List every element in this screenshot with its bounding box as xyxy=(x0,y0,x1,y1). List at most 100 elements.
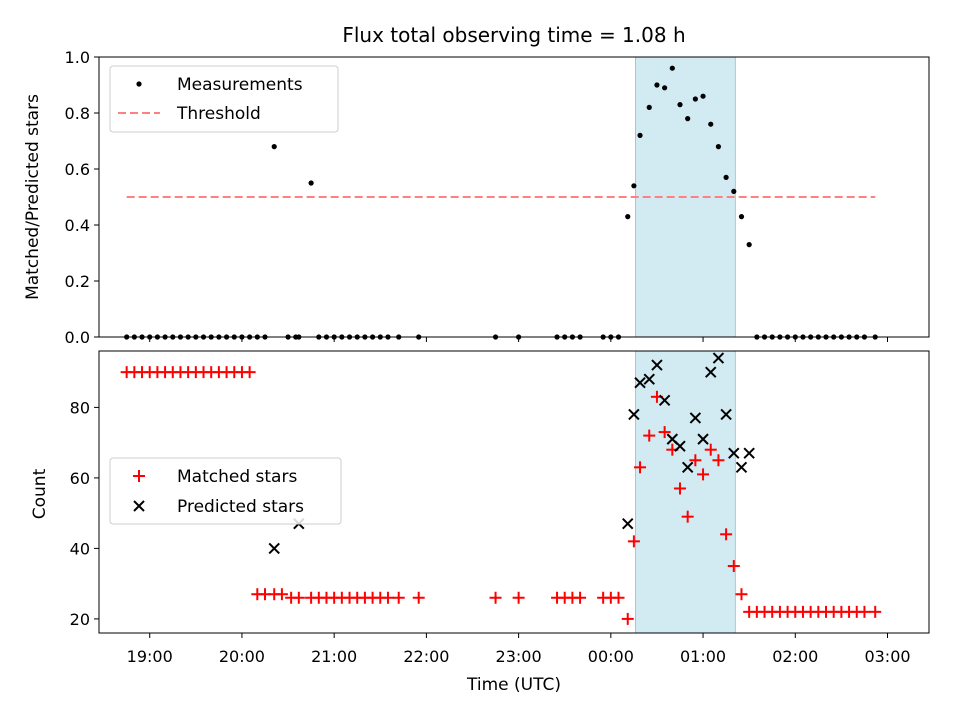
measurement-point xyxy=(700,93,706,99)
predicted-star-point xyxy=(628,408,640,421)
matched-star-point xyxy=(704,443,717,456)
top-panel: 0.0 0.2 0.4 0.6 0.8 1.0 Matched/Predicted sta… xyxy=(23,48,930,347)
matched-star-point xyxy=(697,468,710,481)
legend-measurements-marker xyxy=(136,81,142,87)
matched-star-point xyxy=(612,591,625,604)
predicted-star-point xyxy=(712,352,725,364)
matched-star-point xyxy=(727,560,740,573)
matched-star-point xyxy=(634,461,647,474)
top-y-tick-label: 0.6 xyxy=(65,160,90,179)
measurement-point xyxy=(637,132,643,138)
top-y-tick-label: 0.4 xyxy=(65,216,90,235)
matched-star-point xyxy=(381,591,394,604)
matched-star-point xyxy=(720,528,733,541)
matched-star-point xyxy=(512,591,525,604)
matched-star-point xyxy=(292,591,305,604)
top-y-axis-label: Matched/Predicted stars xyxy=(23,94,43,300)
bottom-panel: 20 40 60 80 19:00 20:00 21:00 22:00 23:00 00:00 0… xyxy=(30,350,930,695)
legend-predicted-marker xyxy=(133,500,145,512)
bottom-y-tick-label: 80 xyxy=(70,398,90,417)
measurement-point xyxy=(708,121,714,127)
measurement-point xyxy=(631,183,637,189)
top-y-tick-label: 0.2 xyxy=(65,272,90,291)
x-tick-label: 01:00 xyxy=(680,647,726,666)
matched-star-point xyxy=(621,612,634,625)
matched-star-point xyxy=(627,535,640,548)
matched-star-point xyxy=(243,366,256,379)
matched-star-point xyxy=(392,591,405,604)
matched-star-point xyxy=(869,605,882,618)
predicted-star-point xyxy=(697,433,709,445)
legend-matched-label: Matched stars xyxy=(177,467,297,487)
matched-star-point xyxy=(489,591,502,604)
bottom-y-axis-label: Count xyxy=(30,468,50,519)
x-tick-label: 22:00 xyxy=(403,647,449,666)
predicted-star-point xyxy=(634,377,646,389)
top-y-tick-label: 1.0 xyxy=(65,48,90,67)
predicted-star-point xyxy=(681,461,694,474)
matched-star-point xyxy=(735,588,748,601)
top-y-tick-label: 0.0 xyxy=(65,328,90,347)
measurement-point xyxy=(662,85,668,91)
predicted-star-point xyxy=(658,394,671,407)
legend-threshold-label: Threshold xyxy=(176,104,261,124)
measurement-point xyxy=(746,242,752,248)
predicted-star-point xyxy=(720,408,732,421)
bottom-plot-frame xyxy=(98,350,930,634)
top-plot-frame xyxy=(98,56,930,338)
legend-matched-marker xyxy=(133,470,145,482)
predicted-star-point xyxy=(622,518,634,530)
x-tick-label: 19:00 xyxy=(127,647,173,666)
legend-measurements-label: Measurements xyxy=(177,75,303,95)
measurement-point xyxy=(677,102,683,108)
predicted-star-point xyxy=(268,542,280,555)
measurement-point xyxy=(625,214,631,220)
matched-star-point xyxy=(689,454,702,467)
top-y-tick-label: 0.8 xyxy=(65,104,90,123)
x-tick-label: 02:00 xyxy=(772,647,818,666)
x-tick-label: 03:00 xyxy=(864,647,910,666)
measurement-point xyxy=(308,180,314,186)
bottom-legend: Matched stars Predicted stars xyxy=(109,457,342,525)
measurement-point xyxy=(715,144,722,150)
x-axis-label: Time (UTC) xyxy=(466,675,561,695)
matched-star-point xyxy=(674,482,686,495)
bottom-y-tick-label: 60 xyxy=(70,469,90,488)
measurement-point xyxy=(654,82,660,88)
predicted-star-point xyxy=(735,461,748,474)
measurement-point xyxy=(723,174,729,180)
predicted-star-point xyxy=(674,440,686,452)
predicted-star-point xyxy=(705,366,717,378)
measurement-point xyxy=(692,96,698,102)
top-legend: Measurements Threshold xyxy=(109,65,339,133)
measurement-point xyxy=(669,65,675,71)
measurement-point xyxy=(685,116,691,122)
predicted-star-point xyxy=(643,373,655,385)
measurement-point xyxy=(731,188,737,194)
predicted-star-point xyxy=(651,359,663,371)
x-tick-label: 00:00 xyxy=(588,647,634,666)
bottom-y-tick-label: 40 xyxy=(70,539,90,558)
predicted-star-point xyxy=(728,447,740,459)
chart-title: Flux total observing time = 1.08 h xyxy=(342,23,685,47)
predicted-star-point xyxy=(689,412,702,424)
predicted-star-point xyxy=(743,447,755,459)
matched-star-point xyxy=(858,605,871,618)
x-tick-label: 20:00 xyxy=(219,647,265,666)
matched-star-point xyxy=(412,591,425,604)
matched-star-point xyxy=(681,510,694,523)
legend-predicted-label: Predicted stars xyxy=(177,497,304,517)
x-tick-label: 21:00 xyxy=(311,647,357,666)
observing-window-shade xyxy=(635,350,736,634)
matched-star-point xyxy=(574,591,587,604)
bottom-y-tick-label: 20 xyxy=(70,610,90,629)
matched-star-point xyxy=(643,429,656,442)
measurement-point xyxy=(738,214,745,220)
matched-star-point xyxy=(275,588,288,601)
measurement-point xyxy=(271,144,277,150)
matched-star-point xyxy=(658,426,671,439)
measurement-point xyxy=(646,104,652,110)
matched-star-point xyxy=(712,454,725,467)
x-tick-label: 23:00 xyxy=(496,647,542,666)
